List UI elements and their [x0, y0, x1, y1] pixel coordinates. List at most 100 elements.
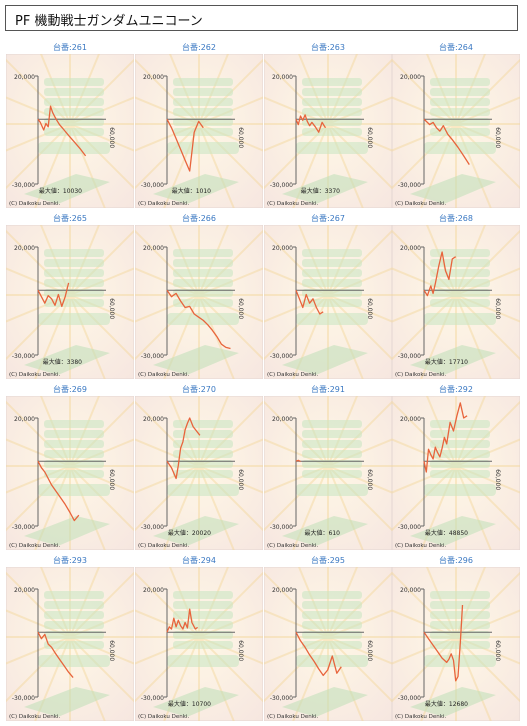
y-tick-label: 20,000 — [272, 416, 293, 423]
chart-graphic — [292, 465, 329, 550]
chart-graphic — [302, 279, 362, 287]
chart-graphic — [296, 142, 368, 154]
y-tick-label: 20,000 — [143, 587, 164, 594]
series-line — [166, 289, 231, 350]
chart-graphic — [297, 396, 329, 467]
chart-graphic — [44, 611, 104, 619]
y-tick-label: 20,000 — [14, 74, 35, 81]
chart-graphic — [430, 299, 490, 307]
chart-graphic — [135, 465, 200, 532]
chart-graphic — [39, 567, 71, 638]
x-tick-label: 60,000 — [237, 469, 244, 490]
watermark-machine-icon — [410, 420, 496, 546]
chart-title[interactable]: 台番:264 — [439, 43, 473, 52]
chart-graphic — [327, 438, 392, 467]
chart-graphic — [430, 78, 490, 86]
chart-graphic — [410, 687, 496, 717]
chart-title[interactable]: 台番:293 — [53, 556, 87, 565]
chart-graphic — [69, 465, 134, 532]
series-line — [37, 631, 74, 679]
chart-graphic — [327, 567, 359, 638]
chart-title[interactable]: 台番:266 — [182, 214, 216, 223]
chart-graphic — [168, 54, 200, 125]
chart-graphic — [302, 591, 362, 599]
series-line — [37, 105, 87, 157]
chart-title[interactable]: 台番:263 — [311, 43, 345, 52]
chart-panel: 台番:263 20,000 -30,000 60,000 最大値：3370 (C) Dai… — [264, 42, 392, 208]
chart-title[interactable]: 台番:295 — [311, 556, 345, 565]
chart-svg: 20,000 -30,000 60,000 (C) Daikoku Denki. — [264, 567, 392, 721]
chart-graphic — [430, 118, 490, 126]
chart-graphic — [430, 249, 490, 257]
copyright-label: (C) Daikoku Denki. — [267, 543, 318, 549]
chart-graphic — [424, 313, 496, 325]
chart-title[interactable]: 台番:265 — [53, 214, 87, 223]
max-value-prefix: 最大値： — [305, 529, 329, 537]
max-value-prefix: 最大値： — [425, 358, 449, 366]
chart-graphic — [430, 611, 490, 619]
chart-title[interactable]: 台番:268 — [439, 214, 473, 223]
chart-graphic — [327, 636, 364, 721]
chart-title[interactable]: 台番:292 — [439, 385, 473, 394]
series-line — [423, 402, 468, 473]
chart-graphic — [392, 267, 457, 296]
y-tick-label: -30,000 — [270, 182, 293, 189]
copyright-label: (C) Daikoku Denki. — [267, 714, 318, 720]
chart-panel: 台番:296 20,000 -30,000 60,000 最大値：12680 (C) Da… — [392, 555, 520, 721]
max-value: 10030 — [63, 188, 82, 195]
chart-title[interactable]: 台番:270 — [182, 385, 216, 394]
chart-graphic — [163, 123, 200, 208]
chart-graphic — [302, 621, 362, 629]
series-line — [295, 114, 327, 133]
sunburst-decoration — [264, 54, 392, 208]
chart-graphic — [292, 636, 329, 721]
x-tick-label: 60,000 — [494, 298, 501, 319]
chart-panel: 台番:268 20,000 -30,000 60,000 最大値：17710 (C) Da… — [392, 213, 520, 379]
chart-title[interactable]: 台番:261 — [53, 43, 87, 52]
chart-graphic — [6, 267, 71, 296]
chart-graphic — [34, 123, 71, 208]
chart-title[interactable]: 台番:296 — [439, 556, 473, 565]
chart-graphic — [302, 450, 362, 458]
copyright-label: (C) Daikoku Denki. — [9, 372, 60, 378]
chart-graphic — [135, 267, 200, 296]
chart-graphic — [430, 440, 490, 448]
max-value: 3380 — [67, 359, 82, 366]
chart-title[interactable]: 台番:294 — [182, 556, 216, 565]
chart-title[interactable]: 台番:262 — [182, 43, 216, 52]
chart-graphic — [44, 470, 104, 478]
watermark-machine-icon — [282, 420, 368, 546]
watermark-machine-icon — [153, 591, 239, 717]
chart-graphic — [6, 438, 71, 467]
chart-graphic — [44, 460, 104, 468]
chart-graphic — [173, 118, 233, 126]
chart-graphic — [430, 108, 490, 116]
watermark-machine-icon — [282, 78, 368, 204]
chart-graphic — [302, 299, 362, 307]
chart-graphic — [327, 294, 392, 361]
copyright-label: (C) Daikoku Denki. — [138, 543, 189, 549]
chart-graphic — [455, 396, 487, 467]
chart-graphic — [173, 249, 233, 257]
watermark-machine-icon — [282, 249, 368, 375]
x-tick-label: 60,000 — [366, 469, 373, 490]
max-value: 10700 — [192, 701, 211, 708]
chart-panel: 台番:267 20,000 -30,000 60,000 (C) Daikoku Den… — [264, 213, 392, 379]
chart-title[interactable]: 台番:291 — [311, 385, 345, 394]
chart-graphic — [38, 655, 110, 667]
chart-title[interactable]: 台番:269 — [53, 385, 87, 394]
chart-graphic — [302, 108, 362, 116]
x-tick-label: 60,000 — [494, 127, 501, 148]
series-line — [166, 608, 198, 633]
chart-graphic — [455, 465, 520, 532]
chart-graphic — [327, 636, 392, 703]
chart-graphic — [44, 420, 104, 428]
chart-graphic — [198, 396, 230, 467]
chart-title[interactable]: 台番:267 — [311, 214, 345, 223]
chart-graphic — [302, 269, 362, 277]
chart-graphic — [44, 269, 104, 277]
x-tick-label: 60,000 — [366, 127, 373, 148]
chart-graphic — [173, 470, 233, 478]
